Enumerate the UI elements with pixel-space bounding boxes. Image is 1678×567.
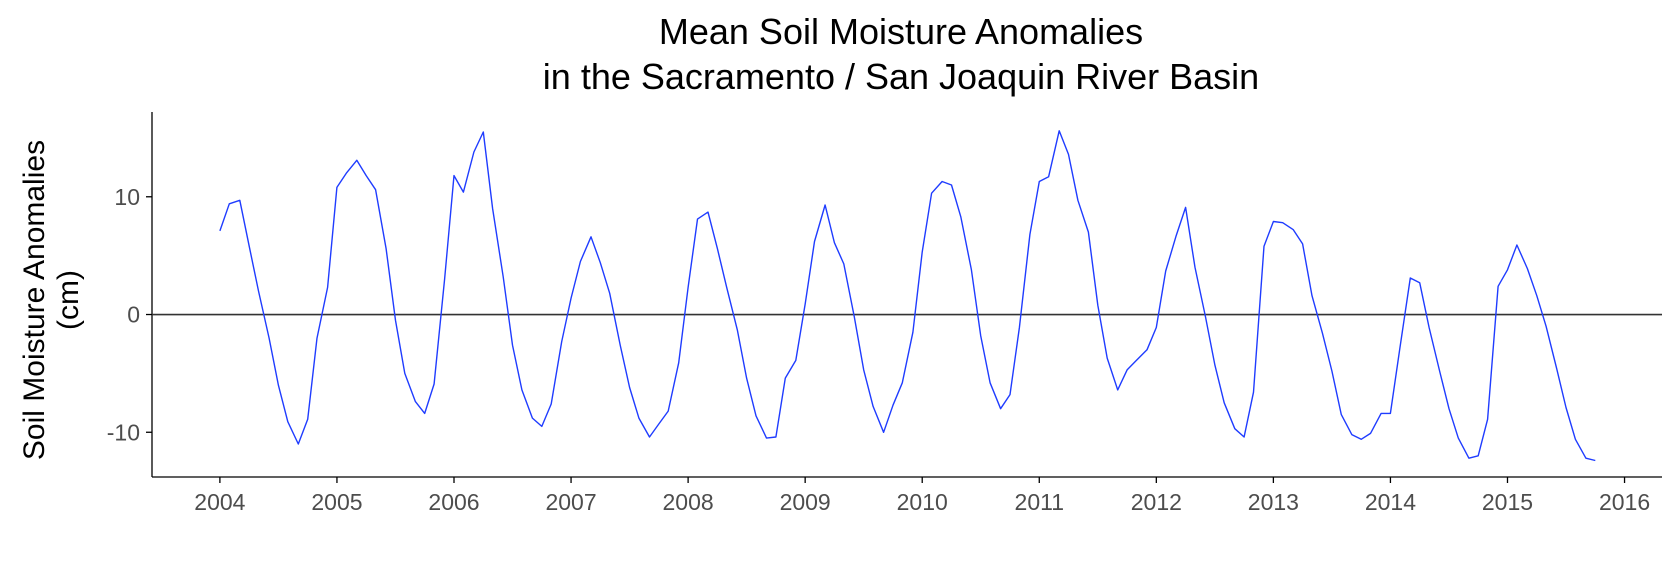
- y-axis-title-main: Soil Moisture Anomalies: [18, 140, 51, 460]
- y-tick-label: 0: [127, 302, 140, 328]
- x-tick-label: 2016: [1599, 489, 1650, 515]
- x-tick-label: 2015: [1482, 489, 1533, 515]
- x-tick-label: 2004: [194, 489, 245, 515]
- x-tick-label: 2005: [311, 489, 362, 515]
- y-tick-label: -10: [107, 419, 140, 445]
- chart-subtitle: in the Sacramento / San Joaquin River Ba…: [543, 56, 1259, 97]
- chart-title: Mean Soil Moisture Anomalies: [659, 11, 1143, 52]
- soil-moisture-series-line: [219, 130, 1596, 462]
- x-tick-label: 2006: [428, 489, 479, 515]
- y-axis-title-units: (cm): [52, 270, 85, 330]
- x-tick-label: 2008: [663, 489, 714, 515]
- x-tick-label: 2013: [1248, 489, 1299, 515]
- y-tick-label: 10: [114, 184, 140, 210]
- x-tick-label: 2014: [1365, 489, 1416, 515]
- x-tick-label: 2007: [545, 489, 596, 515]
- x-tick-label: 2011: [1015, 489, 1064, 515]
- x-ticks: 2004 2005 2006 2007 2008 2009 2010 2011 2012 2013…: [194, 477, 1650, 515]
- x-tick-label: 2009: [780, 489, 831, 515]
- y-ticks: -10 0 10: [107, 184, 152, 445]
- y-axis-title: Soil Moisture Anomalies (cm): [18, 140, 85, 460]
- x-tick-label: 2012: [1131, 489, 1182, 515]
- plot-area: [152, 130, 1662, 462]
- x-tick-label: 2010: [897, 489, 948, 515]
